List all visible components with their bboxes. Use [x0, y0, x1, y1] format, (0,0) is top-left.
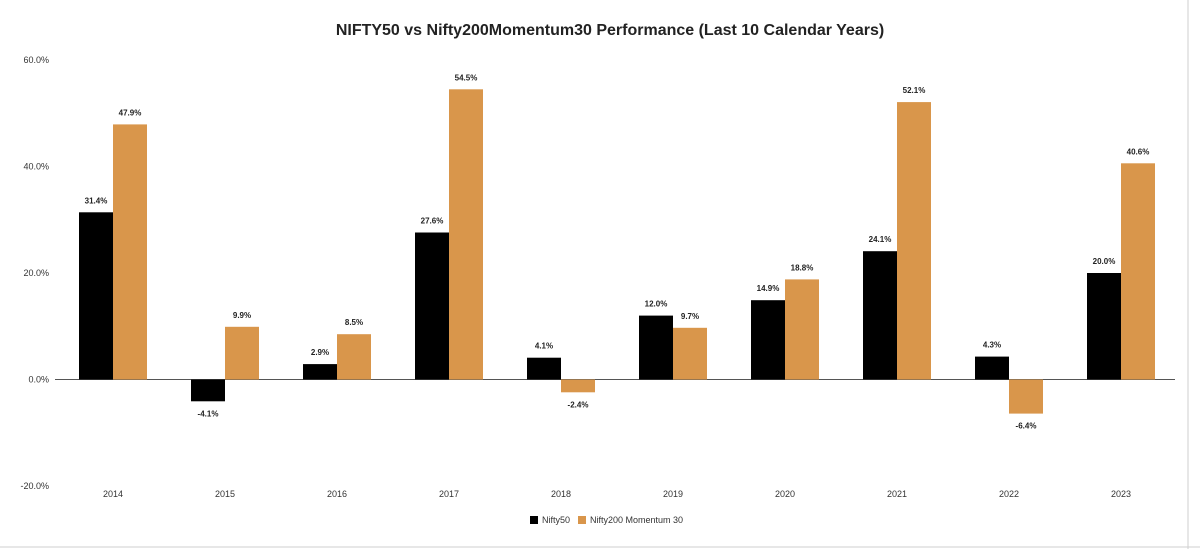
y-tick-label: 40.0%: [23, 162, 49, 172]
legend-swatch-momentum30: [578, 516, 586, 524]
data-label-momentum30-2017: 54.5%: [455, 73, 478, 82]
data-label-nifty50-2023: 20.0%: [1093, 257, 1116, 266]
data-label-nifty50-2020: 14.9%: [757, 284, 780, 293]
x-tick-label: 2022: [999, 489, 1019, 499]
bar-nifty50-2014: [79, 212, 113, 380]
bar-momentum30-2018: [561, 379, 595, 393]
x-tick-label: 2017: [439, 489, 459, 499]
data-label-momentum30-2019: 9.7%: [681, 312, 699, 321]
legend: Nifty50 Nifty200 Momentum 30: [530, 515, 683, 525]
data-label-momentum30-2021: 52.1%: [903, 86, 926, 95]
data-label-momentum30-2022: -6.4%: [1016, 422, 1037, 431]
x-tick-label: 2019: [663, 489, 683, 499]
bar-momentum30-2016: [337, 334, 371, 380]
data-label-nifty50-2022: 4.3%: [983, 341, 1001, 350]
chart-title: NIFTY50 vs Nifty200Momentum30 Performanc…: [336, 22, 884, 39]
bar-nifty50-2021: [863, 251, 897, 380]
data-label-momentum30-2014: 47.9%: [119, 108, 142, 117]
bar-nifty50-2015: [191, 379, 225, 402]
x-tick-label: 2016: [327, 489, 347, 499]
legend-label-nifty50: Nifty50: [542, 515, 570, 525]
data-label-nifty50-2018: 4.1%: [535, 342, 553, 351]
bar-nifty50-2023: [1087, 273, 1121, 380]
data-labels-layer: 31.4% 47.9% -4.1% 9.9% 2.9% 8.5% 27.6% 54.5% 4.1…: [85, 73, 1150, 430]
bar-nifty50-2020: [751, 300, 785, 380]
bar-momentum30-2020: [785, 279, 819, 380]
data-label-momentum30-2016: 8.5%: [345, 318, 363, 327]
data-label-momentum30-2015: 9.9%: [233, 311, 251, 320]
x-tick-label: 2020: [775, 489, 795, 499]
bar-nifty50-2016: [303, 364, 337, 380]
data-label-momentum30-2018: -2.4%: [568, 400, 589, 409]
data-label-nifty50-2017: 27.6%: [421, 217, 444, 226]
x-tick-label: 2021: [887, 489, 907, 499]
bar-momentum30-2023: [1121, 163, 1155, 380]
data-label-momentum30-2023: 40.6%: [1127, 147, 1150, 156]
bar-momentum30-2014: [113, 124, 147, 380]
bar-momentum30-2019: [673, 327, 707, 380]
bar-nifty50-2018: [527, 357, 561, 380]
bar-momentum30-2021: [897, 102, 931, 380]
data-label-nifty50-2015: -4.1%: [198, 409, 219, 418]
bar-momentum30-2015: [225, 326, 259, 380]
y-tick-label: 60.0%: [23, 55, 49, 65]
y-tick-label: 20.0%: [23, 268, 49, 278]
bar-nifty50-2022: [975, 356, 1009, 380]
x-tick-label: 2018: [551, 489, 571, 499]
y-tick-label: 0.0%: [28, 375, 49, 385]
bars-layer: [79, 89, 1155, 414]
bar-momentum30-2017: [449, 89, 483, 380]
y-tick-label: -20.0%: [20, 481, 49, 491]
x-tick-label: 2023: [1111, 489, 1131, 499]
bar-momentum30-2022: [1009, 379, 1043, 414]
legend-label-momentum30: Nifty200 Momentum 30: [590, 515, 683, 525]
bar-nifty50-2019: [639, 315, 673, 380]
data-label-nifty50-2016: 2.9%: [311, 348, 329, 357]
data-label-nifty50-2021: 24.1%: [869, 235, 892, 244]
x-tick-label: 2014: [103, 489, 123, 499]
data-label-nifty50-2019: 12.0%: [645, 300, 668, 309]
data-label-momentum30-2020: 18.8%: [791, 263, 814, 272]
legend-swatch-nifty50: [530, 516, 538, 524]
data-label-nifty50-2014: 31.4%: [85, 196, 108, 205]
bar-nifty50-2017: [415, 232, 449, 380]
x-tick-label: 2015: [215, 489, 235, 499]
